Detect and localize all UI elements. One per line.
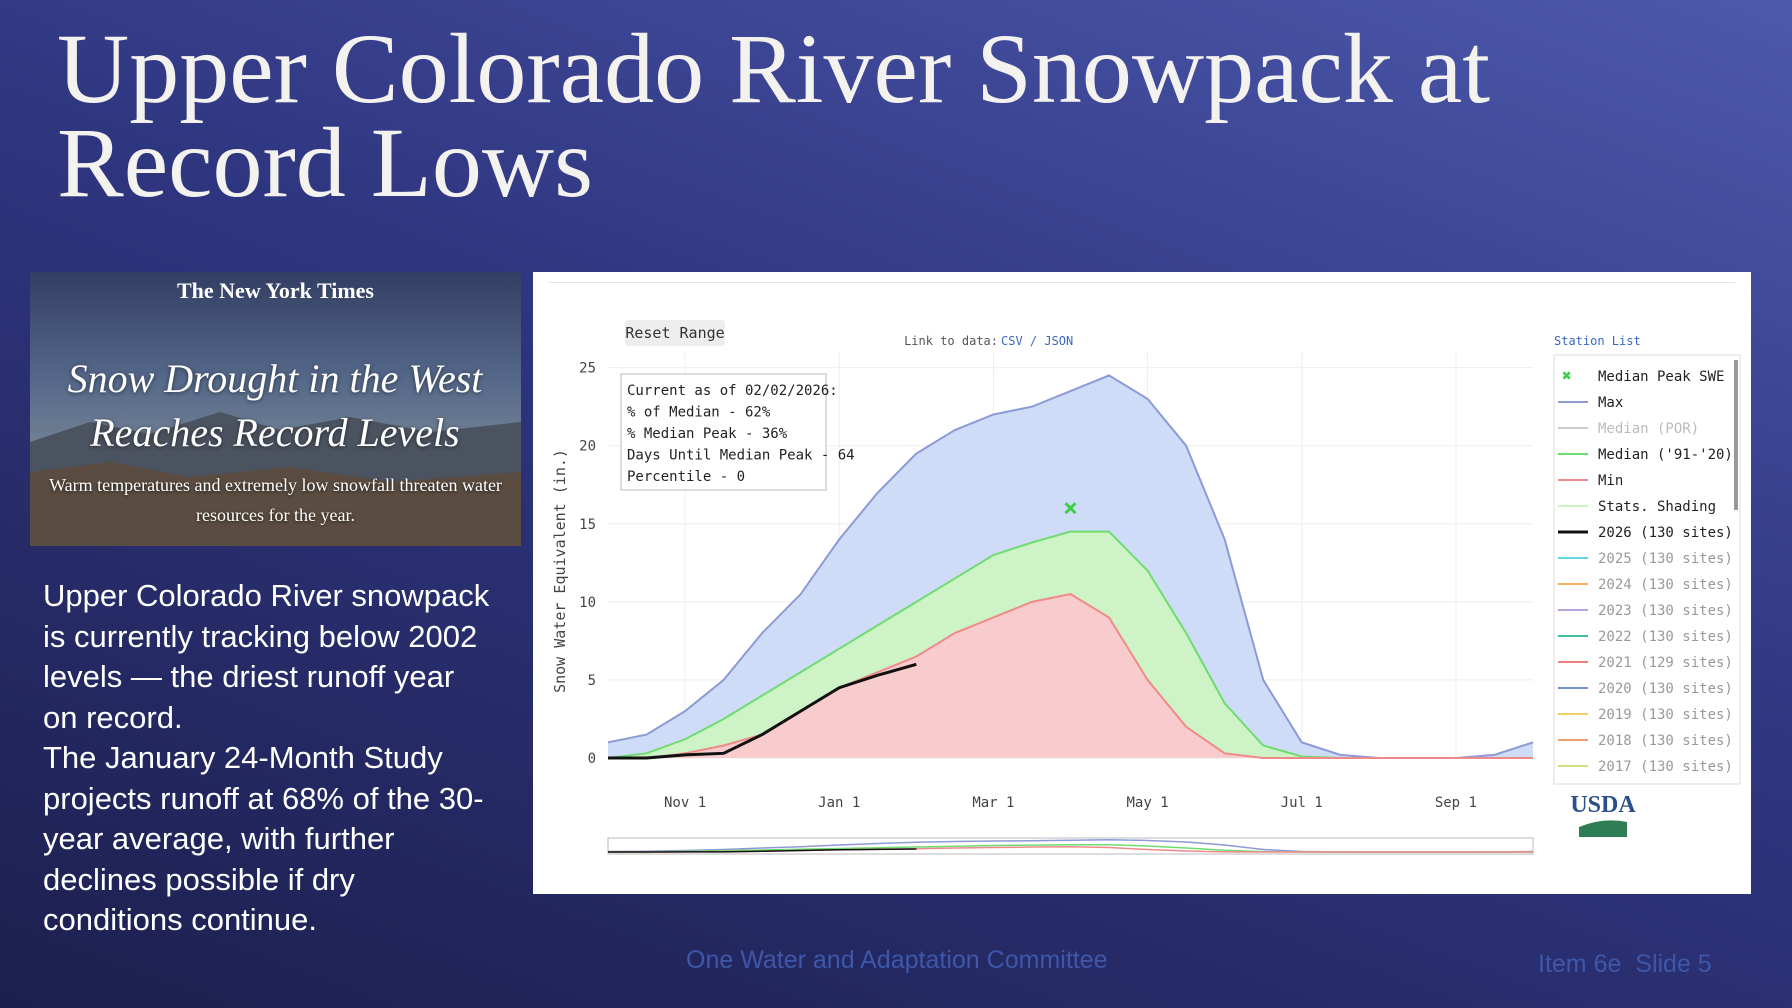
logo-hills	[1579, 820, 1627, 837]
annotation-line: Current as of 02/02/2026:	[627, 383, 838, 399]
legend-label: 2026 (130 sites)	[1598, 525, 1733, 541]
x-tick-label: Nov 1	[664, 795, 706, 811]
y-axis-label: Snow Water Equivalent (in.)	[551, 449, 569, 693]
range-slider[interactable]	[607, 837, 1534, 855]
slider-line	[608, 848, 917, 853]
x-tick-label: Jan 1	[818, 795, 860, 811]
y-tick-label: 0	[588, 751, 596, 767]
annotation-line: Days Until Median Peak - 64	[627, 448, 855, 464]
annotation-line: % of Median - 62%	[627, 405, 771, 421]
legend-label: Max	[1598, 395, 1623, 411]
x-tick-label: Mar 1	[972, 795, 1014, 811]
body-text: Upper Colorado River snowpack is current…	[43, 576, 493, 941]
legend-label: Median Peak SWE	[1598, 369, 1724, 385]
x-tick-label: Jul 1	[1281, 795, 1323, 811]
legend-label: Median (POR)	[1598, 421, 1699, 437]
y-tick-label: 25	[579, 361, 596, 377]
legend-label: Median ('91-'20)	[1598, 447, 1733, 463]
area	[608, 594, 1533, 758]
reset-button[interactable]	[625, 320, 725, 346]
mountains	[30, 412, 521, 546]
legend-label: 2019 (130 sites)	[1598, 707, 1733, 723]
headline: Snow Drought in the West Reaches Record …	[67, 356, 483, 455]
link-formats[interactable]: CSV / JSON	[1001, 334, 1073, 348]
legend-scrollbar	[1734, 360, 1738, 510]
legend-label: 2017 (130 sites)	[1598, 759, 1733, 775]
y-tick-label: 20	[579, 439, 596, 455]
legend-label: 2021 (129 sites)	[1598, 655, 1733, 671]
legend-box	[1553, 354, 1741, 785]
slide-title: Upper Colorado River Snowpack at Record …	[57, 13, 1491, 218]
legend-label: 2023 (130 sites)	[1598, 603, 1733, 619]
x-tick-label: Sep 1	[1435, 795, 1477, 811]
marker	[1064, 502, 1077, 515]
legend-label: 2020 (130 sites)	[1598, 681, 1733, 697]
footer-center: One Water and Adaptation Committee	[686, 946, 1108, 974]
legend-label: 2024 (130 sites)	[1598, 577, 1733, 593]
paragraph: Upper Colorado River snowpack is current…	[43, 578, 490, 735]
masthead: The New York Times	[177, 278, 374, 303]
usda-logo: USDA	[1570, 792, 1636, 818]
line	[608, 662, 917, 760]
annotation-box	[620, 373, 827, 491]
y-tick-label: 5	[588, 673, 596, 689]
legend-label: 2025 (130 sites)	[1598, 551, 1733, 567]
legend-label: 2022 (130 sites)	[1598, 629, 1733, 645]
annotation-line: % Median Peak - 36%	[627, 426, 788, 442]
legend-label: 2018 (130 sites)	[1598, 733, 1733, 749]
subhead: Warm temperatures and extremely low snow…	[49, 475, 502, 525]
y-tick-label: 15	[579, 517, 596, 533]
article-image: The New York Times Snow Drought in the W…	[30, 272, 521, 546]
legend-label: Stats. Shading	[1598, 499, 1716, 515]
chart: Reset Range Link to data: CSV / JSON Sta…	[533, 272, 1751, 894]
paragraph: The January 24-Month Study projects runo…	[43, 740, 484, 937]
annotation-line: Percentile - 0	[627, 469, 745, 485]
station-list[interactable]: Station List	[1554, 334, 1641, 348]
panel-border	[549, 282, 1735, 283]
footer-right: Item 6e Slide 5	[1538, 950, 1712, 978]
reset-label[interactable]: Reset Range	[625, 324, 724, 342]
link-label: Link to data:	[904, 334, 998, 348]
legend-symbol: ✖	[1562, 366, 1572, 385]
legend-label: Min	[1598, 473, 1623, 489]
y-tick-label: 10	[579, 595, 596, 611]
x-tick-label: May 1	[1127, 795, 1169, 811]
